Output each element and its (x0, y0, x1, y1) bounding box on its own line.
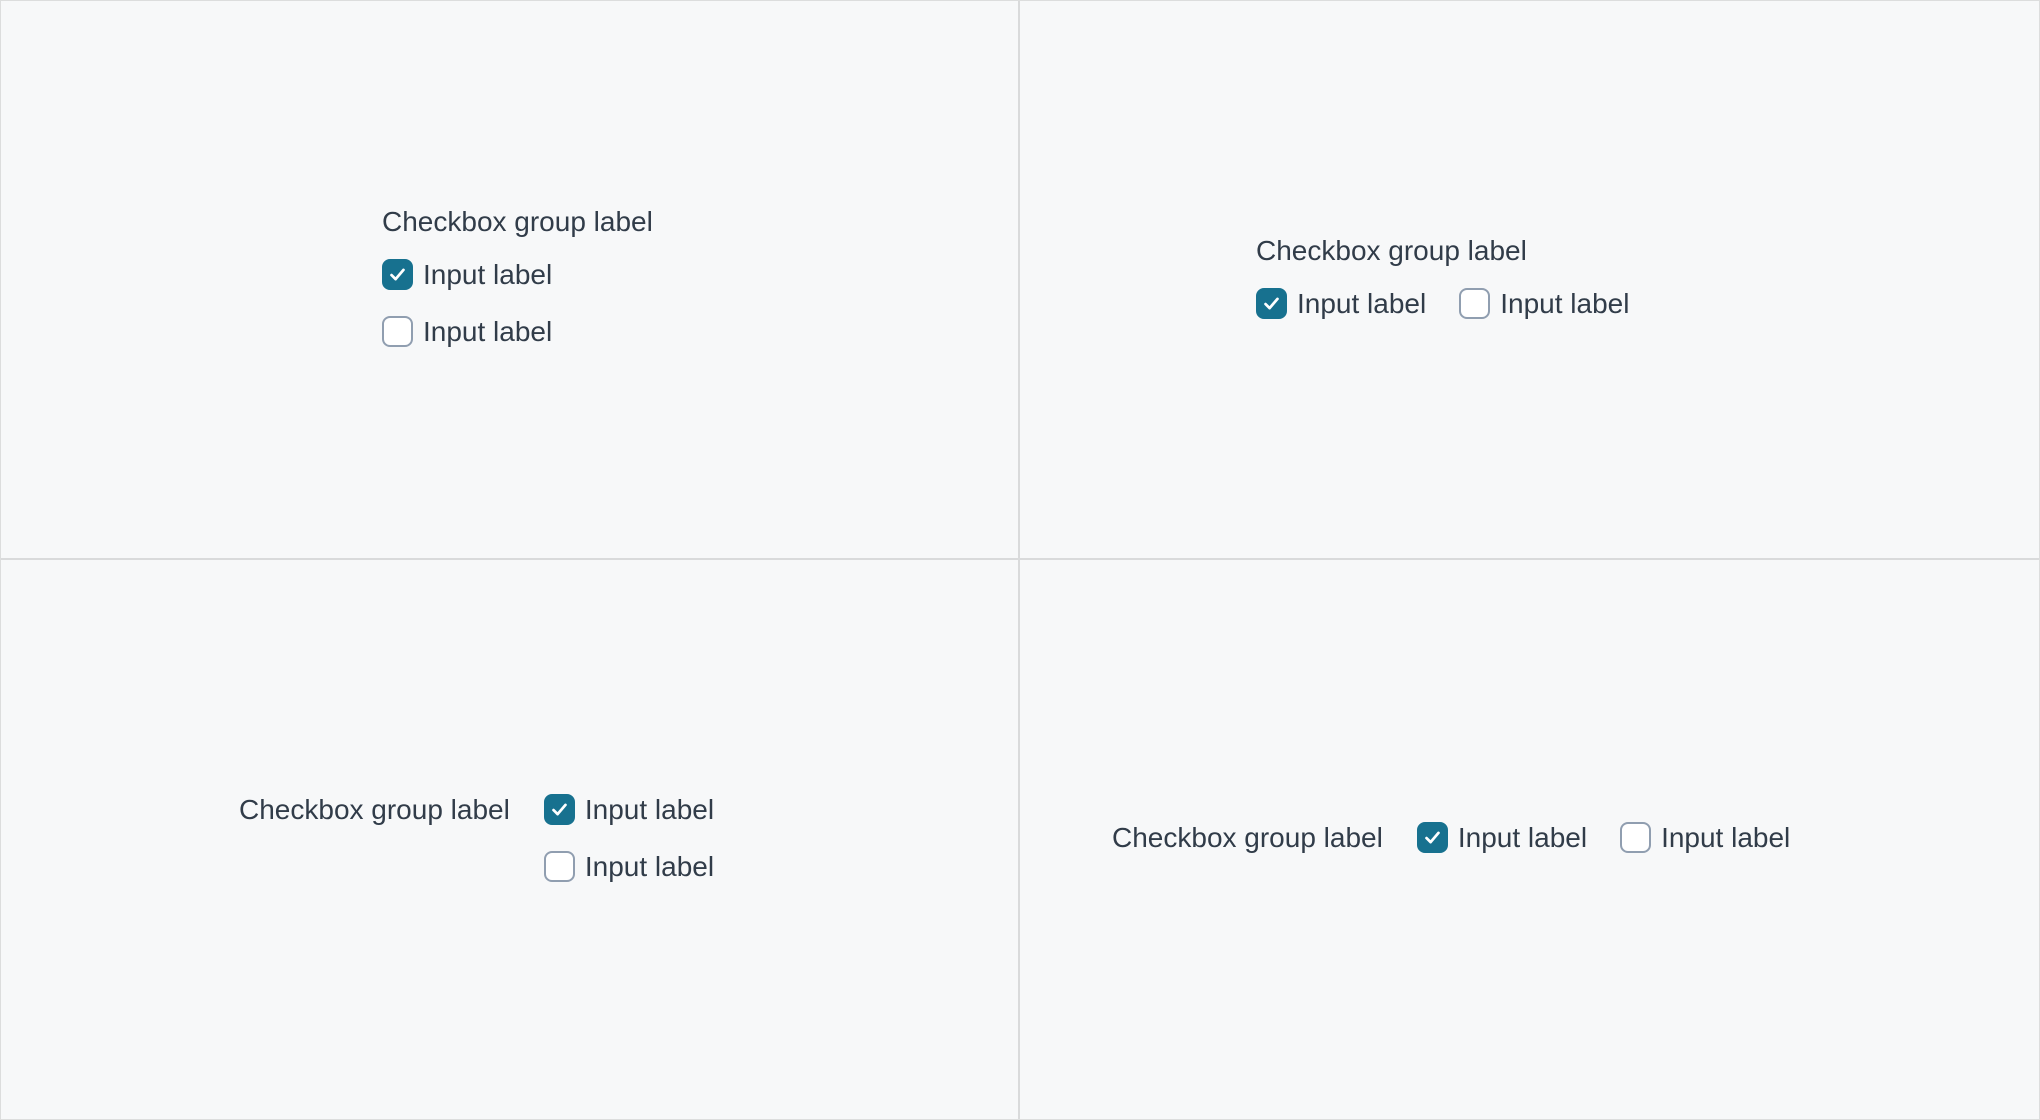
checkbox-items: Input label Input label (1416, 822, 1790, 853)
checkbox-items: Input label Input label (543, 794, 715, 882)
checkmark-icon (1264, 297, 1279, 310)
checkmark-icon (1425, 831, 1440, 844)
checkbox-option-label[interactable]: Input label (584, 851, 715, 882)
checkbox-option[interactable]: Input label (1459, 288, 1629, 319)
checkbox[interactable] (1416, 822, 1448, 853)
checkbox[interactable] (1459, 288, 1491, 319)
checkbox-option-label[interactable]: Input label (584, 794, 715, 825)
checkbox[interactable] (382, 316, 413, 347)
checkbox-option[interactable]: Input label (382, 259, 653, 290)
checkbox[interactable] (382, 259, 413, 290)
panel-label-top-vertical: Checkbox group label Input label Input l… (1, 1, 1020, 560)
checkbox-items: Input label Input label (382, 259, 653, 347)
checkbox-option[interactable]: Input label (543, 794, 715, 825)
panel-label-left-vertical: Checkbox group label Input label Input l… (1, 560, 1020, 1119)
checkmark-icon (552, 803, 567, 816)
checkbox-group-label: Checkbox group label (382, 206, 653, 237)
checkbox-group-label: Checkbox group label (1256, 235, 1527, 266)
checkbox-items: Input label Input label (1256, 288, 1629, 319)
checkbox-group: Checkbox group label Input label Input l… (382, 203, 653, 347)
checkbox-group: Checkbox group label Input label Input l… (239, 794, 714, 882)
checkbox-group-label: Checkbox group label (239, 794, 510, 825)
checkbox-option[interactable]: Input label (1256, 288, 1426, 319)
panel-label-top-horizontal: Checkbox group label Input label Input l… (1020, 1, 2039, 560)
checkbox-option-label[interactable]: Input label (1457, 822, 1588, 853)
checkbox-option[interactable]: Input label (1620, 822, 1790, 853)
checkbox[interactable] (1620, 822, 1652, 853)
checkbox-option-label[interactable]: Input label (1500, 288, 1630, 319)
checkbox-option-label[interactable]: Input label (423, 259, 553, 290)
checkbox-group-label: Checkbox group label (1112, 822, 1383, 853)
checkbox-option[interactable]: Input label (1416, 822, 1588, 853)
checkbox[interactable] (543, 851, 575, 882)
panel-label-left-horizontal: Checkbox group label Input label Input l… (1020, 560, 2039, 1119)
checkmark-icon (390, 268, 405, 281)
checkbox-option-label[interactable]: Input label (423, 316, 553, 347)
checkbox-option-label[interactable]: Input label (1661, 822, 1791, 853)
checkbox[interactable] (543, 794, 575, 825)
checkbox[interactable] (1256, 288, 1287, 319)
checkbox-option[interactable]: Input label (382, 316, 653, 347)
checkbox-option[interactable]: Input label (543, 851, 715, 882)
checkbox-option-label[interactable]: Input label (1297, 288, 1427, 319)
checkbox-group: Checkbox group label Input label Input l… (1256, 232, 1629, 319)
checkbox-group: Checkbox group label Input label Input l… (1112, 822, 1790, 853)
